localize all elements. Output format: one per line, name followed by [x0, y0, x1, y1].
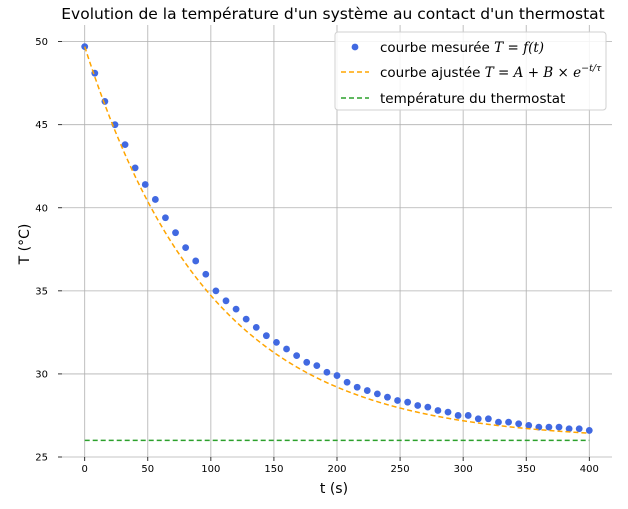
measured-point: [353, 383, 361, 391]
legend-marker-measured: [351, 43, 359, 51]
measured-point: [575, 425, 583, 433]
measured-point: [131, 164, 139, 172]
measured-point: [505, 418, 512, 426]
measured-point: [303, 358, 311, 366]
measured-point: [515, 420, 523, 428]
x-tick-label: 350: [517, 464, 536, 475]
measured-point: [121, 141, 129, 149]
x-tick-label: 400: [580, 464, 599, 475]
y-tick-label: 50: [35, 37, 48, 48]
x-tick-label: 0: [82, 464, 88, 475]
measured-point: [313, 362, 321, 370]
measured-point: [202, 270, 210, 278]
measured-point: [585, 427, 593, 434]
x-tick-label: 100: [201, 464, 220, 475]
legend-label: température du thermostat: [380, 91, 565, 107]
measured-point: [151, 196, 159, 203]
measured-point: [484, 415, 492, 423]
measured-point: [222, 297, 230, 305]
measured-point: [192, 257, 200, 265]
measured-point: [232, 305, 240, 313]
measured-point: [384, 393, 391, 401]
measured-point: [172, 229, 179, 237]
y-tick-label: 30: [35, 369, 48, 380]
measured-point: [525, 422, 533, 429]
x-tick-label: 50: [141, 464, 154, 475]
y-axis-title: T (°C): [17, 224, 33, 266]
y-tick-label: 35: [35, 286, 48, 297]
measured-point: [333, 372, 341, 379]
x-tick-label: 150: [264, 464, 283, 475]
legend-label: courbe ajustée T = A + B × e−t/τ: [380, 63, 602, 81]
measured-point: [162, 214, 169, 222]
measured-point: [242, 315, 250, 323]
x-tick-label: 250: [391, 464, 410, 475]
measured-point: [212, 287, 220, 295]
measured-point: [373, 390, 381, 398]
measured-point: [273, 338, 280, 346]
x-axis-title: t (s): [320, 481, 348, 497]
series-layer: [81, 43, 593, 442]
measured-point: [434, 407, 442, 414]
legend-box: [334, 31, 607, 111]
x-tick-label: 200: [327, 464, 346, 475]
measured-point: [283, 345, 290, 353]
measured-point: [424, 403, 432, 411]
y-tick-label: 40: [35, 203, 48, 214]
measured-point: [404, 398, 412, 406]
y-tick-label: 25: [35, 453, 48, 464]
measured-point: [81, 43, 89, 50]
measured-point: [323, 368, 331, 376]
x-axis-ticks: 0 50 100 150 200 250 300 350 400: [82, 457, 599, 475]
measured-point: [545, 423, 553, 431]
measured-point: [141, 181, 149, 188]
y-axis-ticks: 25 30 35 40 45 50: [35, 37, 62, 464]
measured-point: [464, 412, 472, 419]
measured-point: [293, 352, 301, 360]
measured-point: [363, 387, 371, 394]
measured-point: [565, 425, 573, 433]
measured-point: [252, 324, 260, 331]
legend-label: courbe mesurée T = f(t): [380, 40, 544, 56]
measured-point: [262, 332, 270, 340]
fitted-curve: [83, 46, 590, 434]
measured-point: [182, 244, 190, 252]
chart-title: Evolution de la température d'un système…: [61, 5, 604, 23]
measured-point: [394, 397, 401, 404]
measured-point: [444, 408, 452, 416]
x-tick-label: 300: [454, 464, 473, 475]
y-tick-label: 45: [35, 120, 48, 131]
legend: courbe mesurée T = f(t) courbe ajustée T …: [334, 31, 607, 111]
measured-point: [343, 378, 351, 386]
measured-point: [414, 402, 422, 409]
measured-point: [454, 412, 462, 419]
measured-point: [495, 418, 502, 426]
measured-point: [474, 415, 482, 423]
measured-point: [555, 423, 563, 431]
